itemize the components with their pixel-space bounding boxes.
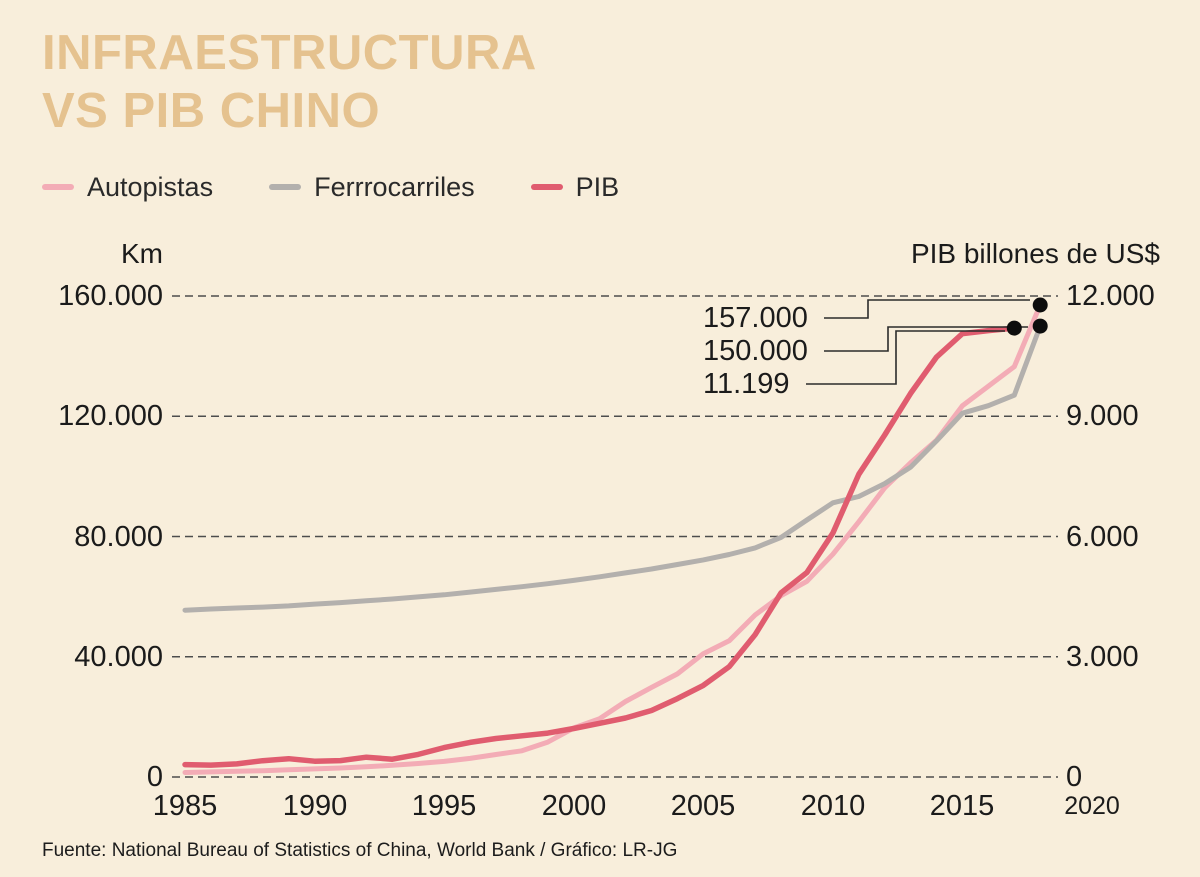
series-line-pib xyxy=(182,325,1018,768)
right-axis-title: PIB billones de US$ xyxy=(910,238,1160,269)
legend-label-ferrocarriles: Ferrrocarriles xyxy=(314,171,475,202)
series-end-dot-autopistas xyxy=(1032,297,1048,313)
series-line-autopistas xyxy=(182,302,1043,775)
legend-item-ferrocarriles: Ferrrocarriles xyxy=(269,172,475,203)
legend-swatch-autopistas-icon xyxy=(42,184,74,190)
chart-title: INFRAESTRUCTURA VS PIB CHINO xyxy=(42,24,537,140)
callout-leader-line xyxy=(824,299,1030,319)
callout-leader-line xyxy=(806,330,1005,385)
chart-title-line-1: INFRAESTRUCTURA xyxy=(42,26,537,80)
legend-swatch-ferrocarriles-icon xyxy=(269,184,302,190)
legend-item-pib: PIB xyxy=(530,171,620,203)
callout-leader-line xyxy=(824,326,1028,352)
series-end-dot-pib xyxy=(1006,320,1022,336)
legend: Autopistas Ferrrocarriles PIB xyxy=(42,168,619,206)
chart-title-line-2: VS PIB CHINO xyxy=(42,84,381,138)
left-axis-title: Km xyxy=(121,238,163,269)
series-end-dot-ferrrocarriles xyxy=(1032,318,1048,334)
source-credit: Fuente: National Bureau of Statistics of… xyxy=(42,840,678,861)
legend-item-autopistas: Autopistas xyxy=(42,172,213,203)
series-line-ferrrocarriles xyxy=(182,323,1043,613)
legend-swatch-pib-icon xyxy=(530,184,563,190)
legend-label-pib: PIB xyxy=(575,171,620,202)
legend-label-autopistas: Autopistas xyxy=(87,171,214,202)
